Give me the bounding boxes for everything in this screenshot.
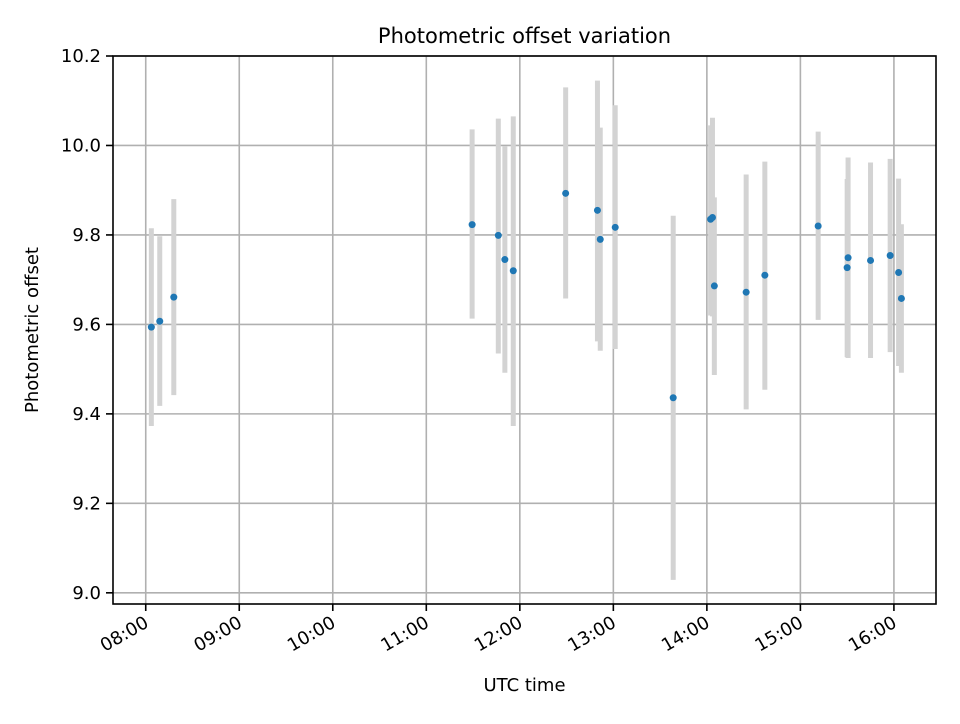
x-tick-label: 16:00 (845, 612, 900, 656)
plot-frame (112, 55, 937, 605)
grid (113, 55, 936, 604)
x-tick-label: 11:00 (377, 612, 432, 656)
data-point (156, 317, 164, 325)
y-tick-label: 10.0 (61, 135, 101, 156)
data-point (895, 269, 903, 277)
data-points (147, 189, 905, 402)
y-tick-label: 9.0 (72, 583, 101, 604)
axis-ticks: 08:00 09:00 10:00 11:00 12:00 13:00 14:00 15:00… (61, 46, 900, 656)
data-point (596, 235, 604, 243)
error-bars (148, 80, 904, 580)
data-point (501, 256, 509, 264)
data-point (867, 256, 875, 264)
data-point (814, 222, 822, 230)
x-tick-label: 08:00 (97, 612, 152, 656)
data-point (897, 294, 905, 302)
data-point (844, 254, 852, 262)
data-point (170, 293, 178, 301)
data-point (468, 221, 476, 229)
data-point (669, 394, 677, 402)
x-axis-label: UTC time (483, 675, 565, 696)
data-point (147, 323, 155, 331)
x-tick-label: 13:00 (564, 612, 619, 656)
data-point (742, 288, 750, 296)
data-point (843, 264, 851, 272)
y-tick-label: 9.2 (72, 493, 101, 514)
y-tick-label: 9.4 (72, 404, 101, 425)
data-point (886, 252, 894, 260)
data-point (494, 231, 502, 239)
data-point (710, 282, 718, 290)
y-tick-label: 9.6 (72, 314, 101, 335)
data-point (593, 206, 601, 214)
x-tick-label: 15:00 (751, 612, 806, 656)
data-point (562, 189, 570, 197)
data-point (708, 213, 716, 221)
data-point (509, 267, 517, 275)
x-tick-label: 10:00 (284, 612, 339, 656)
x-tick-label: 12:00 (471, 612, 526, 656)
chart-title: Photometric offset variation (378, 24, 671, 48)
y-axis-label: Photometric offset (22, 247, 43, 413)
x-tick-label: 14:00 (658, 612, 713, 656)
data-point (611, 223, 619, 231)
x-tick-label: 09:00 (190, 612, 245, 656)
data-point (761, 271, 769, 279)
y-tick-label: 10.2 (61, 46, 101, 67)
y-tick-label: 9.8 (72, 225, 101, 246)
